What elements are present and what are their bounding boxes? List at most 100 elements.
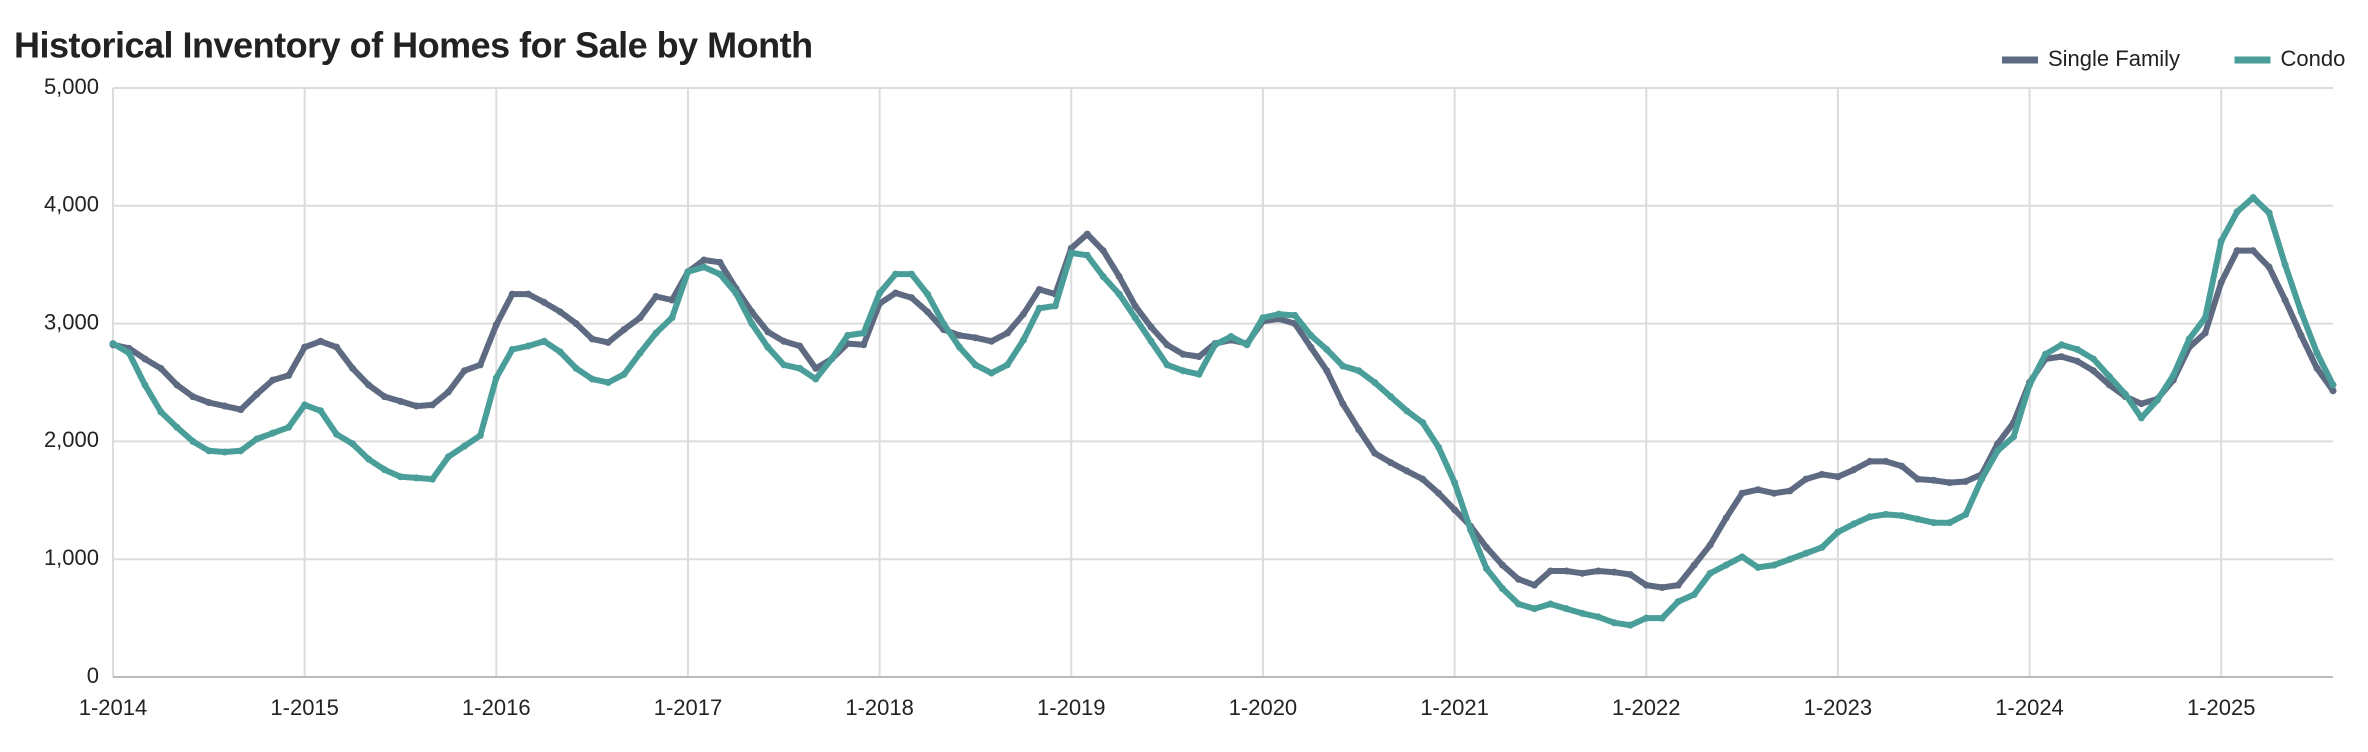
point	[444, 388, 452, 396]
y-tick-label: 0	[87, 663, 99, 688]
point	[1227, 333, 1235, 341]
point	[2281, 261, 2289, 269]
point	[1467, 526, 1475, 534]
point	[1898, 462, 1906, 470]
x-tick-label: 1-2018	[845, 695, 914, 720]
point	[2217, 278, 2225, 286]
point	[1658, 583, 1666, 591]
x-tick-label: 1-2016	[462, 695, 531, 720]
point	[2073, 346, 2081, 354]
point	[588, 375, 596, 383]
point	[524, 342, 532, 350]
point	[2153, 396, 2161, 404]
point	[1498, 561, 1506, 569]
point	[1626, 571, 1634, 579]
point	[428, 401, 436, 409]
point	[924, 290, 932, 298]
point	[1834, 528, 1842, 536]
point	[1451, 506, 1459, 514]
y-tick-label: 3,000	[44, 309, 99, 334]
point	[1754, 563, 1762, 571]
point	[2297, 308, 2305, 316]
point	[381, 393, 389, 401]
point	[1498, 585, 1506, 593]
point	[1419, 475, 1427, 483]
point	[2313, 349, 2321, 357]
point	[460, 442, 468, 450]
x-tick-label: 1-2022	[1612, 695, 1681, 720]
point	[317, 337, 325, 345]
point	[2217, 237, 2225, 245]
point	[1562, 605, 1570, 613]
point	[716, 270, 724, 278]
point	[1882, 457, 1890, 465]
point	[636, 314, 644, 322]
point	[109, 340, 117, 348]
point	[1690, 591, 1698, 599]
x-tick-label: 1-2023	[1804, 695, 1873, 720]
point	[556, 308, 564, 316]
point	[412, 402, 420, 410]
point	[2073, 357, 2081, 365]
point	[1035, 285, 1043, 293]
point	[572, 364, 580, 372]
point	[844, 331, 852, 339]
point	[333, 343, 341, 351]
point	[2313, 364, 2321, 372]
point	[1914, 515, 1922, 523]
point	[1259, 314, 1267, 322]
point	[1067, 249, 1075, 257]
point	[604, 379, 612, 386]
point	[444, 453, 452, 461]
point	[2089, 367, 2097, 375]
point	[955, 343, 963, 351]
point	[2249, 247, 2257, 255]
point	[1946, 479, 1954, 487]
point	[748, 320, 756, 328]
point	[924, 308, 932, 316]
point	[365, 455, 373, 463]
point	[349, 440, 357, 448]
point	[237, 406, 245, 414]
series-line	[111, 194, 2336, 629]
point	[908, 294, 916, 302]
point	[1163, 361, 1171, 369]
point	[1115, 272, 1123, 280]
point	[812, 375, 820, 383]
point	[2121, 390, 2129, 398]
point	[2297, 331, 2305, 339]
point	[2233, 247, 2241, 255]
point	[1323, 346, 1331, 354]
point	[2137, 414, 2145, 422]
point	[1818, 543, 1826, 551]
point	[987, 337, 995, 345]
point	[221, 402, 229, 410]
point	[540, 298, 548, 306]
point	[221, 448, 229, 456]
point	[1578, 609, 1586, 617]
point	[1195, 353, 1203, 361]
point	[652, 329, 660, 337]
point	[1978, 475, 1986, 483]
point	[1994, 447, 2002, 455]
point	[748, 308, 756, 316]
point	[269, 429, 277, 437]
point	[1674, 598, 1682, 606]
point	[1706, 541, 1714, 549]
point	[2201, 329, 2209, 337]
point	[668, 296, 676, 304]
point	[1562, 567, 1570, 575]
point	[1131, 302, 1139, 310]
point	[141, 355, 149, 363]
point	[333, 430, 341, 438]
point	[700, 263, 708, 271]
point	[365, 381, 373, 389]
point	[253, 390, 261, 398]
point	[1690, 561, 1698, 569]
point	[971, 334, 979, 342]
point	[1626, 621, 1634, 629]
x-tick-label: 1-2025	[2187, 695, 2256, 720]
point	[1706, 569, 1714, 577]
point	[1834, 473, 1842, 481]
point	[1275, 310, 1283, 318]
